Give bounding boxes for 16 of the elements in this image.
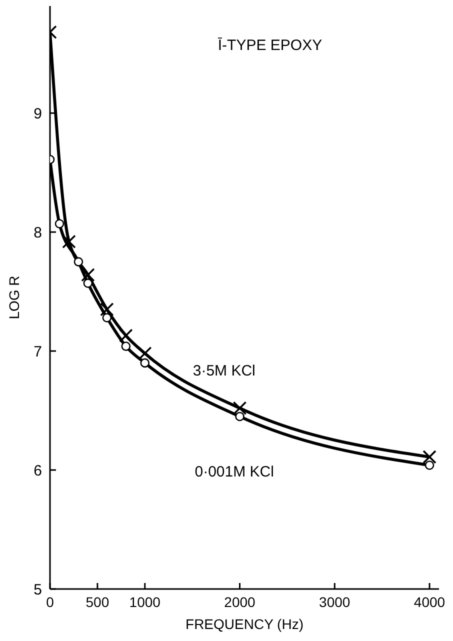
x-tick-label: 4000: [414, 594, 446, 610]
y-tick-label: 9: [34, 105, 42, 122]
text: Ī-TYPE EPOXY: [218, 37, 322, 54]
y-tick-label: 8: [34, 224, 42, 242]
x-tick-label: 0: [46, 594, 54, 610]
x-tick-label: 500: [86, 594, 110, 610]
x-tick-label: 3000: [319, 594, 350, 610]
y-tick-label: 7: [34, 343, 42, 360]
y-tick-label: 6: [34, 462, 42, 480]
y-axis-title: LOG R: [6, 276, 22, 320]
text: 0·001M KCl: [194, 463, 274, 480]
x-tick-label: 1000: [129, 594, 161, 610]
series-label: 3·5M KCl: [192, 362, 256, 380]
y-tick-label: 5: [34, 581, 42, 598]
x-axis-title: FREQUENCY (Hz): [186, 616, 304, 632]
x-tick-label: 2000: [224, 594, 256, 610]
